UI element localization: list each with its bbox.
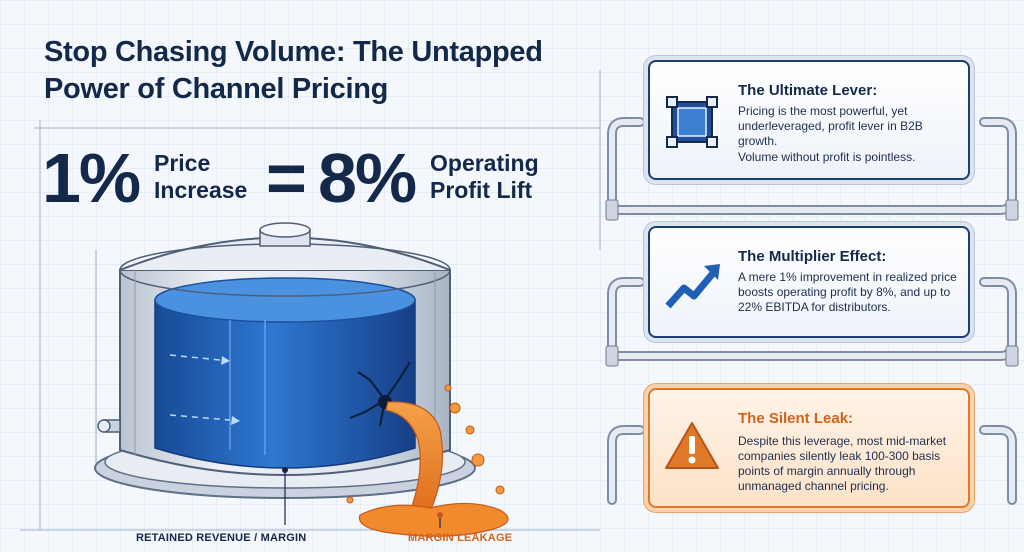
equation-left-label: Price Increase	[154, 150, 248, 203]
trend-up-arrow-icon	[665, 264, 720, 309]
warning-triangle-icon	[665, 422, 719, 469]
margin-leakage-label: MARGIN LEAKAGE	[408, 532, 513, 544]
equation-left-value: 1%	[42, 139, 141, 217]
card-ultimate-lever-body: Pricing is the most powerful, yet underl…	[738, 104, 923, 148]
card-ultimate-lever-title: The Ultimate Lever:	[738, 82, 878, 99]
card-multiplier-effect-title: The Multiplier Effect:	[738, 248, 887, 265]
equation-right-label: Operating Profit Lift	[430, 150, 539, 203]
card-multiplier-effect: The Multiplier Effect: A mere 1% improve…	[648, 226, 970, 338]
card-ultimate-lever: The Ultimate Lever: Pricing is the most …	[648, 60, 970, 180]
page-title: Stop Chasing Volume: The Untapped Power …	[44, 36, 543, 105]
equation-equals-sign: =	[266, 139, 307, 217]
card-multiplier-effect-body: A mere 1% improvement in realized price …	[738, 270, 957, 314]
card-ultimate-lever-note: Volume without profit is pointless.	[738, 150, 916, 164]
card-silent-leak: The Silent Leak: Despite this leverage, …	[648, 388, 970, 508]
card-silent-leak-body: Despite this leverage, most mid-market c…	[738, 434, 947, 493]
retained-revenue-label: RETAINED REVENUE / MARGIN	[136, 532, 307, 544]
square-frame-icon	[666, 96, 718, 148]
equation-right-value: 8%	[318, 139, 417, 217]
card-silent-leak-title: The Silent Leak:	[738, 410, 854, 427]
